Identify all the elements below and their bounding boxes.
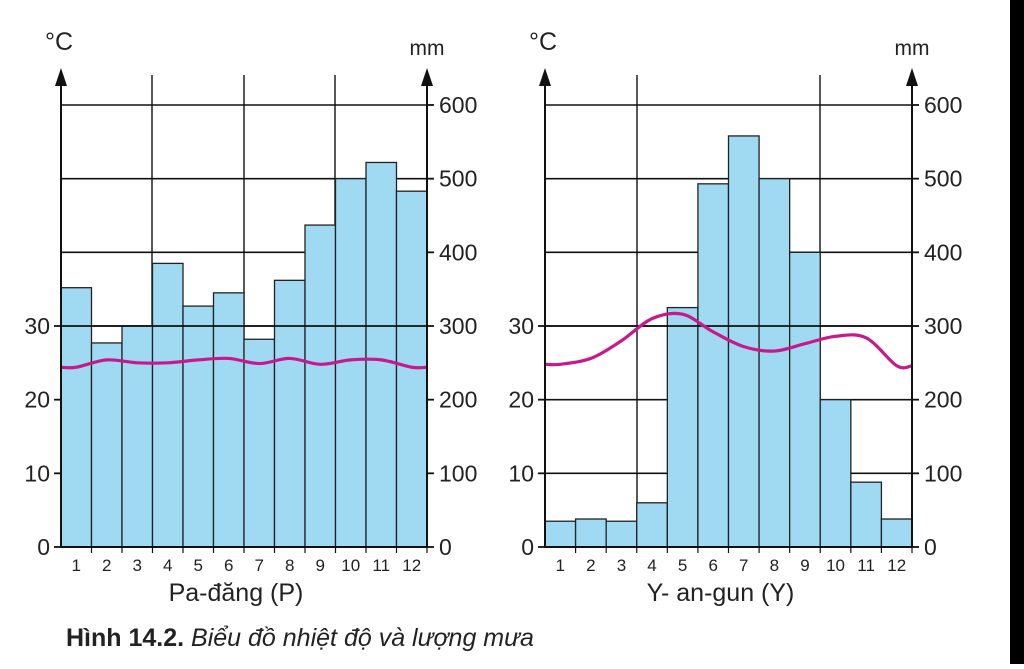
precip-bar: [273, 279, 306, 548]
chart-1: [54, 68, 434, 553]
figure-caption: Hình 14.2. Biểu đồ nhiệt độ và lượng mưa: [66, 624, 534, 653]
precip-bar: [880, 518, 913, 548]
precip-bar: [636, 502, 668, 548]
left-tick-label: 10: [508, 460, 534, 486]
right-tick-label: 600: [439, 92, 477, 118]
x-tick-label: 8: [770, 556, 779, 575]
precip-bar: [90, 342, 123, 548]
right-tick-label: 0: [924, 534, 937, 560]
precip-bar: [758, 178, 791, 548]
x-tick-label: 12: [887, 556, 906, 575]
left-tick-label: 0: [521, 534, 534, 560]
right-tick-label: 100: [439, 460, 477, 486]
precip-bar: [544, 520, 577, 548]
right-tick-label: 100: [924, 460, 962, 486]
precip-bar: [304, 224, 337, 548]
precip-bar: [574, 518, 607, 548]
caption-text: Biểu đồ nhiệt độ và lượng mưa: [191, 624, 534, 652]
precip-bar: [819, 399, 852, 548]
x-tick-label: 1: [72, 556, 81, 575]
x-tick-label: 1: [556, 556, 565, 575]
precip-bar: [121, 325, 154, 548]
precip-bar: [365, 161, 398, 548]
x-tick-label: 4: [647, 556, 656, 575]
left-axis-unit: °C: [529, 28, 557, 56]
right-tick-label: 200: [439, 387, 477, 413]
x-tick-label: 10: [341, 556, 360, 575]
x-tick-label: 12: [402, 556, 421, 575]
right-axis-arrow-icon: [421, 68, 433, 86]
right-axis-unit: mm: [410, 37, 445, 60]
right-tick-label: 0: [439, 534, 452, 560]
x-tick-label: 2: [102, 556, 111, 575]
x-tick-label: 7: [739, 556, 748, 575]
x-tick-label: 9: [316, 556, 325, 575]
precip-bar: [789, 251, 821, 548]
left-tick-label: 10: [24, 460, 50, 486]
x-tick-label: 6: [708, 556, 717, 575]
chart-title: Pa-đăng (P): [169, 579, 304, 607]
precip-bar: [666, 306, 699, 548]
x-tick-label: 6: [224, 556, 233, 575]
right-tick-label: 500: [924, 166, 962, 192]
precip-bar: [151, 262, 184, 548]
x-tick-label: 3: [617, 556, 626, 575]
caption-number: Hình 14.2.: [66, 624, 185, 652]
x-tick-label: 7: [255, 556, 264, 575]
x-tick-label: 5: [194, 556, 203, 575]
left-tick-label: 20: [508, 387, 534, 413]
left-tick-label: 30: [24, 313, 50, 339]
right-tick-label: 400: [924, 239, 962, 265]
x-tick-label: 4: [163, 556, 172, 575]
left-tick-label: 30: [508, 313, 534, 339]
left-axis-arrow-icon: [55, 68, 67, 86]
precip-bar: [850, 481, 883, 548]
x-tick-label: 11: [372, 556, 390, 575]
right-tick-label: 200: [924, 387, 962, 413]
temperature-line: [544, 311, 913, 370]
precip-bar: [697, 183, 730, 548]
right-tick-label: 300: [439, 313, 477, 339]
x-tick-label: 11: [857, 556, 875, 575]
right-tick-label: 500: [439, 166, 477, 192]
left-tick-label: 20: [24, 387, 50, 413]
right-axis-unit: mm: [895, 37, 930, 60]
right-axis-arrow-icon: [906, 68, 918, 86]
chart-title: Y- an-gun (Y): [647, 579, 795, 607]
temperature-line: [60, 356, 428, 370]
right-tick-label: 400: [439, 239, 477, 265]
precip-bar: [182, 305, 215, 548]
x-tick-label: 2: [586, 556, 595, 575]
side-band: [1010, 0, 1024, 664]
left-tick-label: 0: [37, 534, 50, 560]
x-tick-label: 10: [826, 556, 845, 575]
x-tick-label: 5: [678, 556, 687, 575]
precip-bar: [243, 338, 276, 548]
right-tick-label: 300: [924, 313, 962, 339]
x-tick-label: 9: [800, 556, 809, 575]
precip-bar: [212, 292, 245, 548]
chart-2: [538, 68, 919, 553]
left-axis-unit: °C: [45, 28, 73, 56]
left-axis-arrow-icon: [539, 68, 551, 86]
right-tick-label: 600: [924, 92, 962, 118]
precip-bar: [605, 520, 638, 548]
x-tick-label: 3: [133, 556, 142, 575]
x-tick-label: 8: [285, 556, 294, 575]
